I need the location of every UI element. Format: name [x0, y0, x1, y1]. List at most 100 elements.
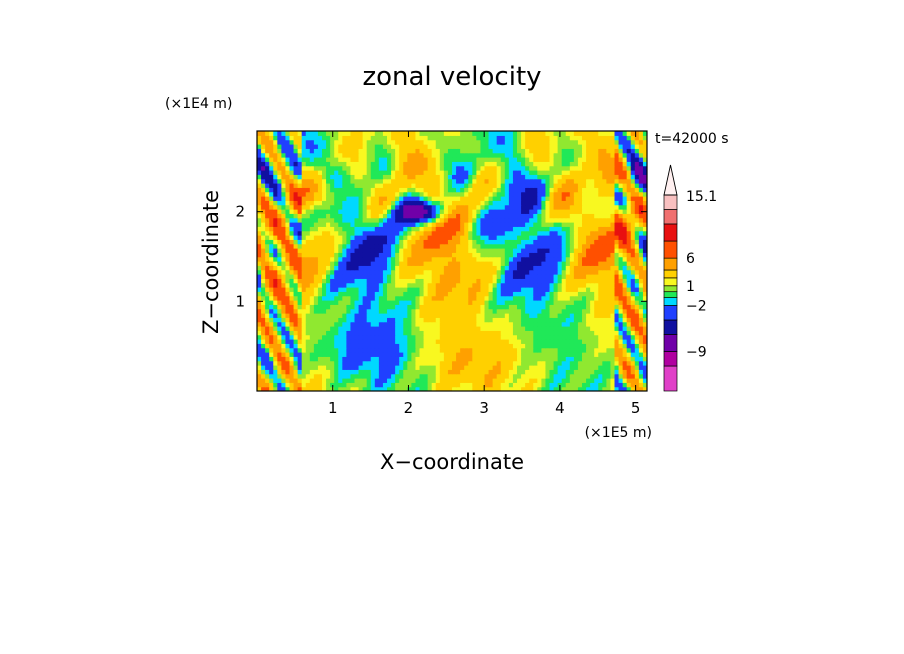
- heatmap-cell: [415, 378, 421, 383]
- heatmap-cell: [338, 165, 343, 171]
- heatmap-cell: [305, 308, 311, 314]
- heatmap-cell: [281, 326, 287, 331]
- heatmap-cell: [618, 269, 624, 275]
- heatmap-cell: [582, 239, 587, 245]
- heatmap-cell: [322, 243, 327, 249]
- heatmap-cell: [342, 204, 347, 210]
- heatmap-cell: [642, 326, 647, 331]
- heatmap-cell: [326, 287, 331, 292]
- heatmap-cell: [504, 217, 510, 223]
- heatmap-cell: [541, 326, 547, 331]
- heatmap-cell: [496, 239, 502, 245]
- heatmap-cell: [472, 282, 477, 288]
- heatmap-cell: [350, 343, 356, 349]
- heatmap-cell: [512, 330, 518, 336]
- heatmap-cell: [582, 222, 587, 227]
- heatmap-cell: [541, 321, 547, 327]
- heatmap-cell: [435, 274, 441, 279]
- heatmap-cell: [439, 174, 445, 180]
- heatmap-cell: [614, 378, 620, 383]
- heatmap-cell: [443, 230, 449, 236]
- heatmap-cell: [419, 178, 425, 184]
- heatmap-cell: [460, 209, 465, 214]
- heatmap-cell: [577, 256, 583, 262]
- heatmap-cell: [525, 313, 530, 318]
- heatmap-cell: [305, 256, 311, 262]
- heatmap-cell: [435, 352, 441, 357]
- heatmap-cell: [309, 347, 315, 353]
- heatmap-cell: [354, 287, 360, 292]
- heatmap-cell: [500, 178, 506, 184]
- heatmap-cell: [533, 269, 538, 275]
- heatmap-cell: [590, 200, 595, 206]
- heatmap-cell: [500, 269, 506, 275]
- heatmap-cell: [508, 295, 514, 301]
- heatmap-cell: [407, 356, 412, 362]
- heatmap-cell: [476, 274, 482, 279]
- heatmap-cell: [411, 230, 417, 236]
- heatmap-cell: [517, 230, 522, 236]
- heatmap-cell: [423, 386, 429, 391]
- heatmap-cell: [565, 373, 571, 379]
- heatmap-cell: [261, 261, 266, 266]
- heatmap-cell: [533, 265, 538, 271]
- heatmap-cell: [614, 187, 620, 193]
- heatmap-cell: [366, 243, 372, 249]
- heatmap-cell: [370, 308, 376, 314]
- heatmap-cell: [285, 278, 291, 284]
- heatmap-cell: [610, 191, 616, 197]
- heatmap-cell: [305, 261, 311, 266]
- heatmap-cell: [395, 174, 400, 180]
- heatmap-cell: [634, 174, 640, 180]
- heatmap-cell: [472, 170, 477, 175]
- heatmap-cell: [435, 269, 441, 275]
- heatmap-cell: [358, 330, 364, 336]
- heatmap-cell: [261, 235, 266, 240]
- heatmap-cell: [460, 317, 465, 323]
- heatmap-cell: [269, 317, 274, 323]
- heatmap-cell: [317, 204, 323, 210]
- heatmap-cell: [529, 178, 534, 184]
- heatmap-cell: [512, 204, 518, 210]
- heatmap-cell: [573, 287, 579, 292]
- heatmap-cell: [456, 360, 461, 366]
- heatmap-cell: [626, 339, 632, 344]
- heatmap-cell: [594, 282, 599, 288]
- heatmap-cell: [521, 165, 526, 171]
- heatmap-cell: [468, 321, 473, 327]
- heatmap-cell: [610, 278, 616, 284]
- heatmap-cell: [387, 369, 392, 375]
- heatmap-cell: [586, 170, 591, 175]
- heatmap-cell: [439, 248, 445, 253]
- heatmap-cell: [508, 343, 514, 349]
- heatmap-cell: [622, 282, 628, 288]
- heatmap-cell: [618, 347, 624, 353]
- heatmap-cell: [500, 222, 506, 227]
- heatmap-cell: [582, 326, 587, 331]
- heatmap-cell: [533, 235, 538, 240]
- heatmap-cell: [517, 170, 522, 175]
- heatmap-cell: [549, 187, 555, 193]
- heatmap-cell: [443, 365, 449, 370]
- heatmap-cell: [313, 321, 319, 327]
- heatmap-cell: [569, 334, 575, 340]
- heatmap-cell: [590, 261, 595, 266]
- heatmap-cell: [391, 187, 396, 193]
- heatmap-cell: [330, 187, 335, 193]
- heatmap-cell: [407, 239, 412, 245]
- heatmap-cell: [362, 222, 368, 227]
- heatmap-cell: [456, 243, 461, 249]
- heatmap-cell: [496, 174, 502, 180]
- heatmap-cell: [460, 243, 465, 249]
- heatmap-cell: [370, 222, 376, 227]
- heatmap-cell: [382, 317, 388, 323]
- heatmap-cell: [342, 230, 347, 236]
- heatmap-cell: [431, 317, 437, 323]
- heatmap-cell: [626, 287, 632, 292]
- heatmap-cell: [301, 178, 307, 184]
- heatmap-cell: [594, 317, 599, 323]
- heatmap-cell: [407, 209, 412, 214]
- heatmap-cell: [468, 191, 473, 197]
- heatmap-cell: [346, 261, 352, 266]
- heatmap-cell: [480, 178, 486, 184]
